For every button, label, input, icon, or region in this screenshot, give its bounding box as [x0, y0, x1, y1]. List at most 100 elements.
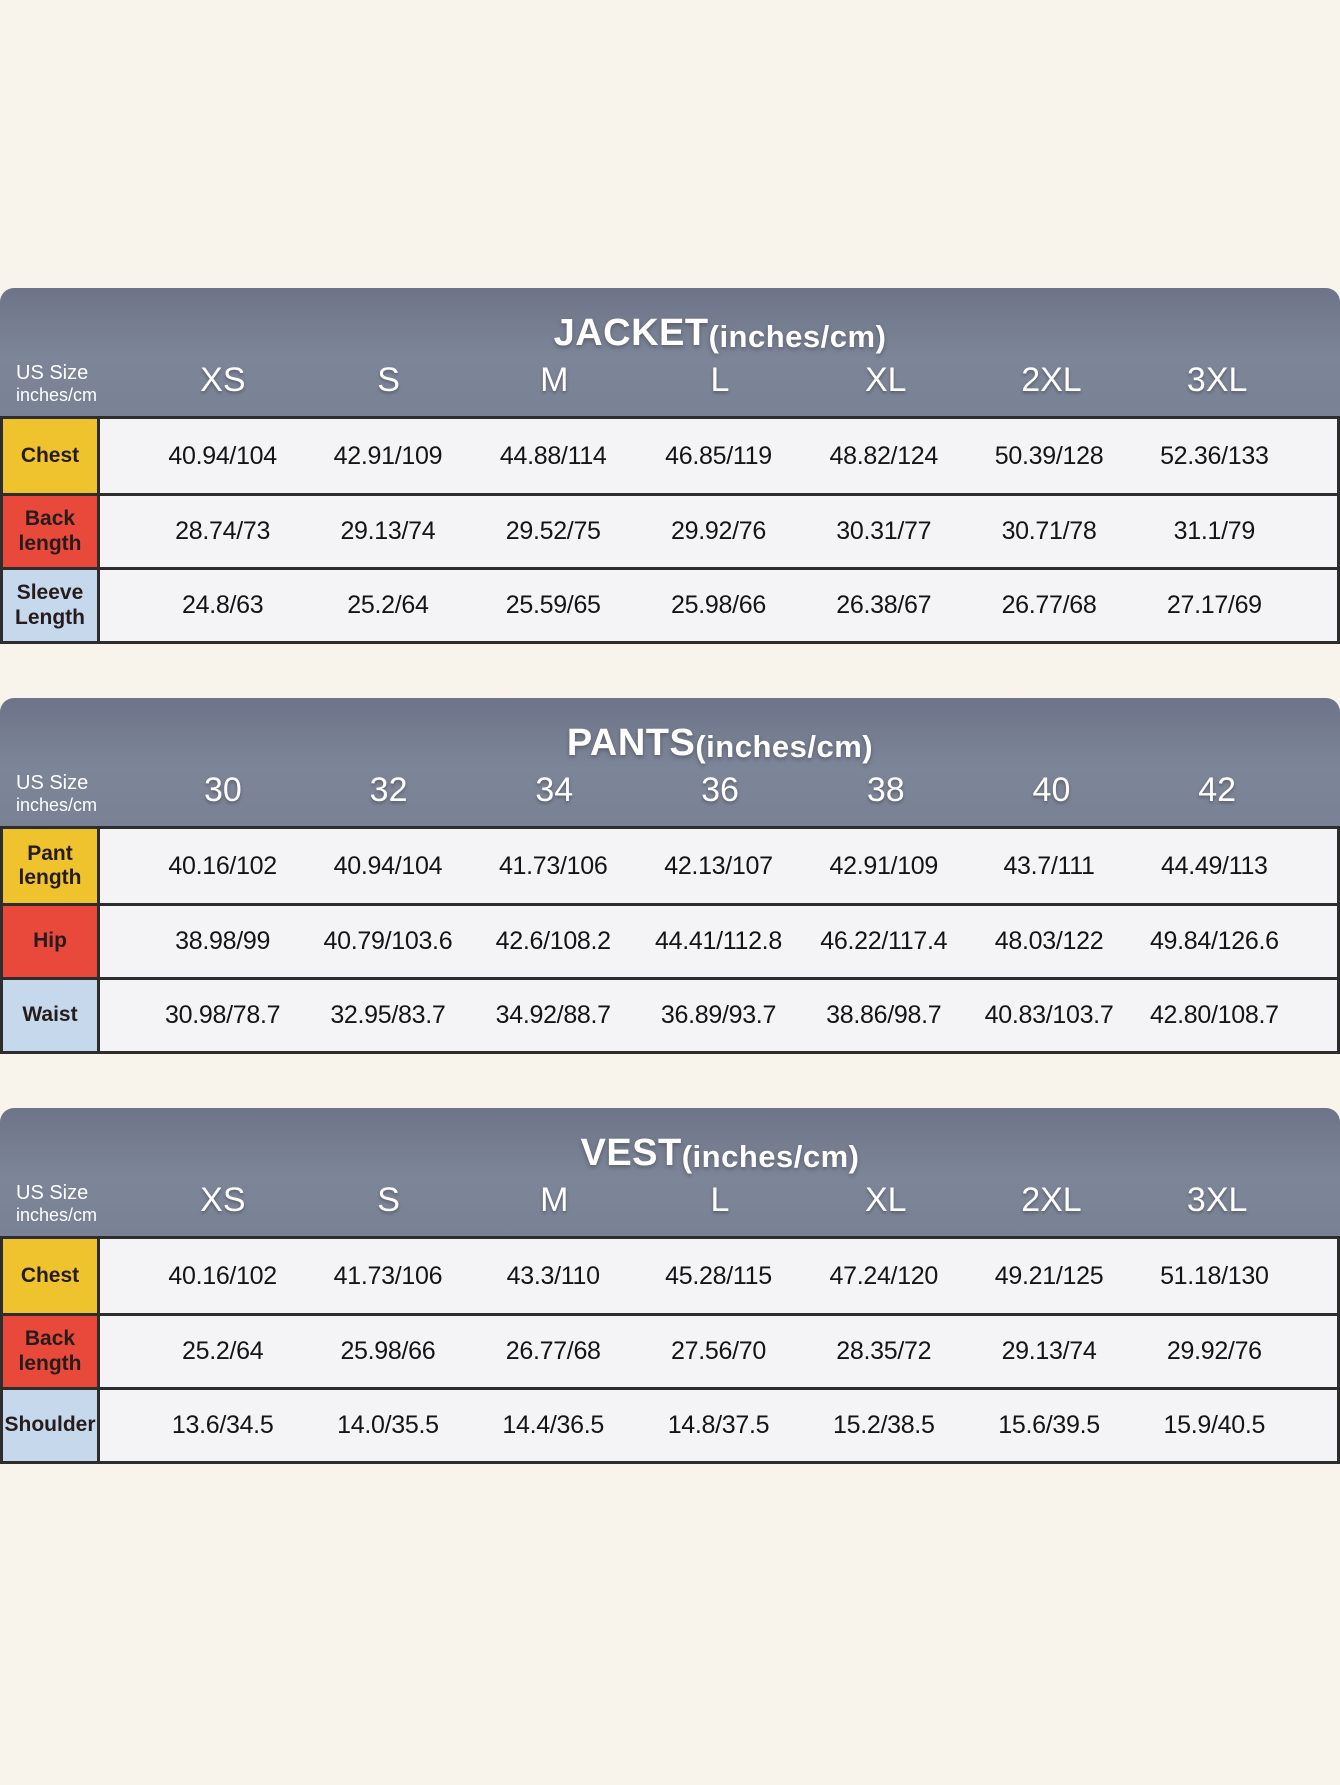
- corner-label-line2: inches/cm: [16, 385, 98, 406]
- size-header-cell: XL: [864, 360, 907, 399]
- size-header-cell: M: [540, 1180, 569, 1219]
- vest-row-shoulder: Shoulder 13.6/34.5 14.0/35.5 14.4/36.5 1…: [3, 1387, 1337, 1461]
- measurement-cell: 40.16/102: [168, 1261, 277, 1290]
- row-label-shoulder: Shoulder: [3, 1390, 100, 1461]
- measurement-cell: 14.0/35.5: [337, 1411, 439, 1439]
- measurement-cell: 46.22/117.4: [820, 927, 948, 955]
- row-values: 30.98/78.7 32.95/83.7 34.92/88.7 36.89/9…: [100, 980, 1337, 1051]
- jacket-table-body: Chest 40.94/104 42.91/109 44.88/114 46.8…: [0, 416, 1340, 644]
- size-header-cell: M: [540, 360, 569, 399]
- measurement-cell: 40.16/102: [168, 851, 277, 880]
- measurement-cell: 14.4/36.5: [502, 1411, 604, 1439]
- row-values: 13.6/34.5 14.0/35.5 14.4/36.5 14.8/37.5 …: [100, 1390, 1337, 1461]
- jacket-table-title: JACKET (inches/cm): [0, 288, 1340, 352]
- measurement-cell: 28.74/73: [175, 517, 271, 545]
- measurement-cell: 26.77/68: [1001, 591, 1097, 619]
- jacket-row-chest: Chest 40.94/104 42.91/109 44.88/114 46.8…: [3, 419, 1337, 493]
- corner-label-line1: US Size: [16, 1182, 89, 1205]
- measurement-cell: 41.73/106: [333, 1261, 443, 1290]
- corner-label-line1: US Size: [16, 362, 89, 385]
- table-title-unit: (inches/cm): [708, 319, 887, 354]
- jacket-table-header: JACKET (inches/cm) US Size inches/cm XS S…: [0, 288, 1340, 416]
- vest-size-header-row: US Size inches/cm XS S M L XL 2XL 3XL: [0, 1172, 1340, 1236]
- measurement-cell: 29.52/75: [505, 517, 601, 545]
- size-header-cell: 40: [1032, 770, 1071, 809]
- vest-row-back-length: Back length 25.2/64 25.98/66 26.77/68 27…: [3, 1313, 1337, 1387]
- measurement-cell: 15.6/39.5: [998, 1411, 1100, 1439]
- pants-row-pant-length: Pant length 40.16/102 40.94/104 41.73/10…: [3, 829, 1337, 903]
- measurement-cell: 26.77/68: [505, 1337, 601, 1365]
- pants-table-title: PANTS (inches/cm): [0, 698, 1340, 762]
- measurement-cell: 48.82/124: [829, 441, 939, 470]
- vest-table-title: VEST (inches/cm): [0, 1108, 1340, 1172]
- measurement-cell: 25.59/65: [505, 591, 601, 619]
- measurement-cell: 44.88/114: [499, 441, 607, 470]
- vest-row-chest: Chest 40.16/102 41.73/106 43.3/110 45.28…: [3, 1239, 1337, 1313]
- row-label-pant-length: Pant length: [3, 829, 100, 903]
- measurement-cell: 40.94/104: [168, 441, 277, 470]
- size-header-cell: 34: [535, 770, 574, 809]
- measurement-cell: 38.86/98.7: [826, 1001, 942, 1029]
- pants-table-header: PANTS (inches/cm) US Size inches/cm 30 32…: [0, 698, 1340, 826]
- measurement-cell: 27.56/70: [671, 1337, 766, 1365]
- measurement-cell: 25.2/64: [347, 591, 429, 619]
- pants-row-hip: Hip 38.98/99 40.79/103.6 42.6/108.2 44.4…: [3, 903, 1337, 977]
- measurement-cell: 30.31/77: [836, 517, 932, 545]
- corner-label-line2: inches/cm: [16, 795, 98, 816]
- us-size-corner-label: US Size inches/cm: [0, 762, 100, 826]
- size-header-cell: 32: [369, 770, 408, 809]
- us-size-corner-label: US Size inches/cm: [0, 352, 100, 416]
- measurement-cell: 38.98/99: [175, 927, 271, 955]
- measurement-cell: 51.18/130: [1160, 1261, 1269, 1290]
- corner-label-line1: US Size: [16, 772, 89, 795]
- measurement-cell: 13.6/34.5: [171, 1411, 274, 1439]
- measurement-cell: 25.98/66: [671, 591, 766, 619]
- measurement-cell: 42.80/108.7: [1149, 1001, 1279, 1029]
- size-header-cell: 36: [701, 770, 739, 809]
- pants-size-headers: 30 32 34 36 38 40 42: [100, 762, 1340, 826]
- measurement-cell: 49.84/126.6: [1149, 927, 1279, 955]
- size-header-cell: XL: [864, 1180, 907, 1219]
- size-header-cell: XS: [200, 360, 246, 399]
- measurement-cell: 31.1/79: [1173, 517, 1256, 545]
- size-header-cell: 2XL: [1021, 360, 1082, 399]
- row-values: 40.16/102 41.73/106 43.3/110 45.28/115 4…: [100, 1239, 1337, 1313]
- table-title-text: JACKET: [553, 312, 709, 354]
- jacket-size-header-row: US Size inches/cm XS S M L XL 2XL 3XL: [0, 352, 1340, 416]
- measurement-cell: 43.3/110: [506, 1261, 600, 1290]
- measurement-cell: 36.89/93.7: [660, 1001, 777, 1029]
- measurement-cell: 42.91/109: [333, 441, 443, 470]
- pants-size-table: PANTS (inches/cm) US Size inches/cm 30 32…: [0, 698, 1340, 1054]
- measurement-cell: 40.83/103.7: [984, 1001, 1114, 1029]
- corner-label-line2: inches/cm: [16, 1205, 98, 1226]
- measurement-cell: 43.7/111: [1003, 851, 1095, 880]
- size-header-cell: S: [377, 360, 400, 399]
- measurement-cell: 15.9/40.5: [1163, 1411, 1266, 1439]
- measurement-cell: 29.13/74: [1001, 1337, 1097, 1365]
- measurement-cell: 48.03/122: [994, 927, 1104, 955]
- measurement-cell: 26.38/67: [836, 591, 932, 619]
- row-values: 28.74/73 29.13/74 29.52/75 29.92/76 30.3…: [100, 496, 1337, 567]
- row-label-chest: Chest: [3, 1239, 100, 1313]
- pants-table-body: Pant length 40.16/102 40.94/104 41.73/10…: [0, 826, 1340, 1054]
- vest-size-table: VEST (inches/cm) US Size inches/cm XS S M…: [0, 1108, 1340, 1464]
- table-title-unit: (inches/cm): [681, 1139, 860, 1174]
- vest-table-header: VEST (inches/cm) US Size inches/cm XS S M…: [0, 1108, 1340, 1236]
- measurement-cell: 28.35/72: [836, 1337, 932, 1365]
- pants-row-waist: Waist 30.98/78.7 32.95/83.7 34.92/88.7 3…: [3, 977, 1337, 1051]
- row-values: 24.8/63 25.2/64 25.59/65 25.98/66 26.38/…: [100, 570, 1337, 641]
- measurement-cell: 50.39/128: [994, 441, 1104, 470]
- size-header-cell: XS: [200, 1180, 246, 1219]
- vest-table-body: Chest 40.16/102 41.73/106 43.3/110 45.28…: [0, 1236, 1340, 1464]
- size-header-cell: 30: [203, 770, 242, 809]
- size-header-cell: 3XL: [1186, 360, 1248, 399]
- measurement-cell: 24.8/63: [181, 591, 264, 619]
- measurement-cell: 29.92/76: [1166, 1337, 1262, 1365]
- size-header-cell: 2XL: [1021, 1180, 1082, 1219]
- measurement-cell: 40.79/103.6: [323, 927, 453, 955]
- jacket-row-sleeve-length: Sleeve Length 24.8/63 25.2/64 25.59/65 2…: [3, 567, 1337, 641]
- measurement-cell: 42.6/108.2: [495, 927, 611, 955]
- measurement-cell: 46.85/119: [665, 441, 772, 470]
- measurement-cell: 27.17/69: [1166, 591, 1262, 619]
